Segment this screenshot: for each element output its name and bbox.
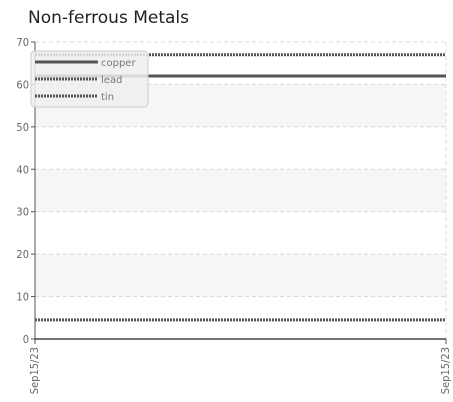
legend-label-lead: lead [101,75,122,86]
y-tick-label: 30 [16,206,29,219]
chart-title: Non-ferrous Metals [28,8,190,28]
x-tick-label: Sep15/23 [439,347,452,394]
y-tick-label: 60 [16,78,29,91]
axes: 0 10 20 30 40 50 60 70 Sep15/23 Sep15/23 [16,36,452,394]
y-tick-label: 40 [16,163,29,176]
y-tick-label: 20 [16,248,29,261]
y-tick-label: 10 [16,291,29,304]
legend-label-copper: copper [101,58,136,69]
plot-band [35,169,446,212]
legend[interactable]: copper lead tin [30,50,149,108]
y-tick-label: 0 [23,333,29,346]
plot-bands [35,84,446,297]
y-tick-label: 50 [16,121,29,134]
plot-band [35,254,446,297]
grid [34,41,447,339]
y-tick-label: 70 [16,36,29,49]
legend-label-tin: tin [101,92,114,103]
x-tick-label: Sep15/23 [28,347,41,394]
